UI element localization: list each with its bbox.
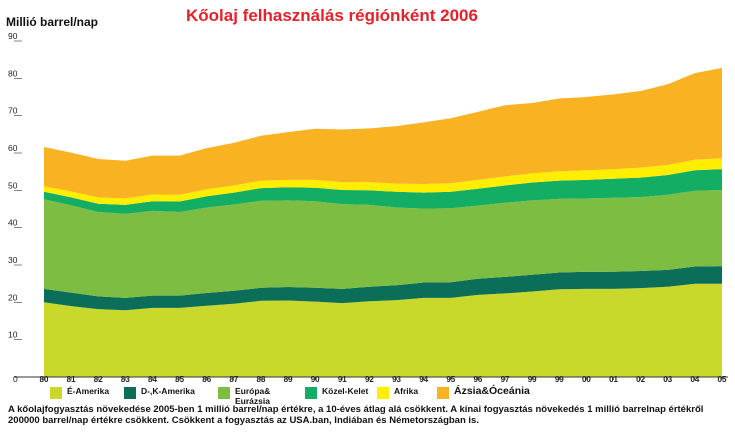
x-tick-label: 99 <box>555 375 564 384</box>
legend-item: Ázsia&Óceánia <box>437 386 530 399</box>
legend-swatch <box>218 387 230 399</box>
y-axis-label: Millió barrel/nap <box>6 15 99 29</box>
legend-item: Európa& Eurázsia <box>218 386 270 406</box>
legend-item: D-,K-Amerika <box>124 386 195 399</box>
x-tick-label: 01 <box>609 375 618 384</box>
legend-label: Afrika <box>394 386 419 396</box>
legend-label: Európa& Eurázsia <box>235 386 271 406</box>
y-tick-label: 80 <box>8 68 18 78</box>
area-series-2 <box>44 190 722 298</box>
legend-label: É-Amerika <box>67 386 110 396</box>
x-tick-label: 87 <box>229 375 238 384</box>
area-series-group <box>44 67 722 377</box>
area-series-5 <box>44 67 722 199</box>
legend-label: Közel-Kelet <box>322 386 369 396</box>
x-tick-label: 99 <box>528 375 537 384</box>
x-tick-label: 85 <box>175 375 184 384</box>
legend-label: Ázsia&Óceánia <box>454 385 530 397</box>
x-tick-label: 88 <box>257 375 266 384</box>
area-series-1 <box>44 266 722 311</box>
x-tick-label: 91 <box>338 375 347 384</box>
legend-swatch <box>124 387 136 399</box>
legend-item: Afrika <box>377 386 418 399</box>
footnote: A kőolajfogyasztás növekedése 2005-ben 1… <box>8 404 704 426</box>
x-tick-label: 80 <box>40 375 49 384</box>
y-tick-label: 20 <box>8 292 18 302</box>
legend-item: Közel-Kelet <box>305 386 368 399</box>
y-tick-label: 10 <box>8 330 18 340</box>
x-tick-label: 95 <box>446 375 455 384</box>
y-tick-label: 40 <box>8 218 18 228</box>
legend-swatch <box>437 387 449 399</box>
legend-swatch <box>50 387 62 399</box>
legend-item: É-Amerika <box>50 386 109 399</box>
x-tick-label: 90 <box>311 375 320 384</box>
x-tick-label: 92 <box>365 375 374 384</box>
y-tick-label: 60 <box>8 143 18 153</box>
area-series-4 <box>44 158 722 205</box>
x-tick-label: 86 <box>202 375 211 384</box>
x-tick-label: 00 <box>582 375 591 384</box>
x-tick-label: 89 <box>284 375 293 384</box>
legend-label: D-,K-Amerika <box>141 386 195 396</box>
x-tick-label: 93 <box>392 375 401 384</box>
x-tick-label: 82 <box>94 375 103 384</box>
y-tick-label: 90 <box>8 31 18 41</box>
x-tick-label: 03 <box>663 375 672 384</box>
y-tick-label: 30 <box>8 255 18 265</box>
y-tick-label: 0 <box>13 374 18 384</box>
x-tick-label: 84 <box>148 375 157 384</box>
y-tick-label: 50 <box>8 180 18 190</box>
x-tick-label: 83 <box>121 375 130 384</box>
x-tick-label: 02 <box>636 375 645 384</box>
x-tick-label: 97 <box>501 375 510 384</box>
area-series-3 <box>44 169 722 214</box>
axes-group: 10 20 30 40 50 60 70 80 90 0 80 81 82 83 84 85 86 87 88 89 9… <box>8 31 728 384</box>
x-tick-label: 94 <box>419 375 428 384</box>
x-tick-label: 81 <box>67 375 76 384</box>
x-tick-label: 04 <box>690 375 699 384</box>
chart-title: Kőolaj felhasználás régiónként 2006 <box>186 6 478 25</box>
x-tick-label: 05 <box>718 375 727 384</box>
area-series-0 <box>44 283 722 377</box>
y-tick-label: 70 <box>8 106 18 116</box>
legend: É-Amerika D-,K-Amerika Európa& Eurázsia Köz… <box>0 384 735 408</box>
x-tick-label: 96 <box>473 375 482 384</box>
legend-swatch <box>377 387 389 399</box>
legend-swatch <box>305 387 317 399</box>
